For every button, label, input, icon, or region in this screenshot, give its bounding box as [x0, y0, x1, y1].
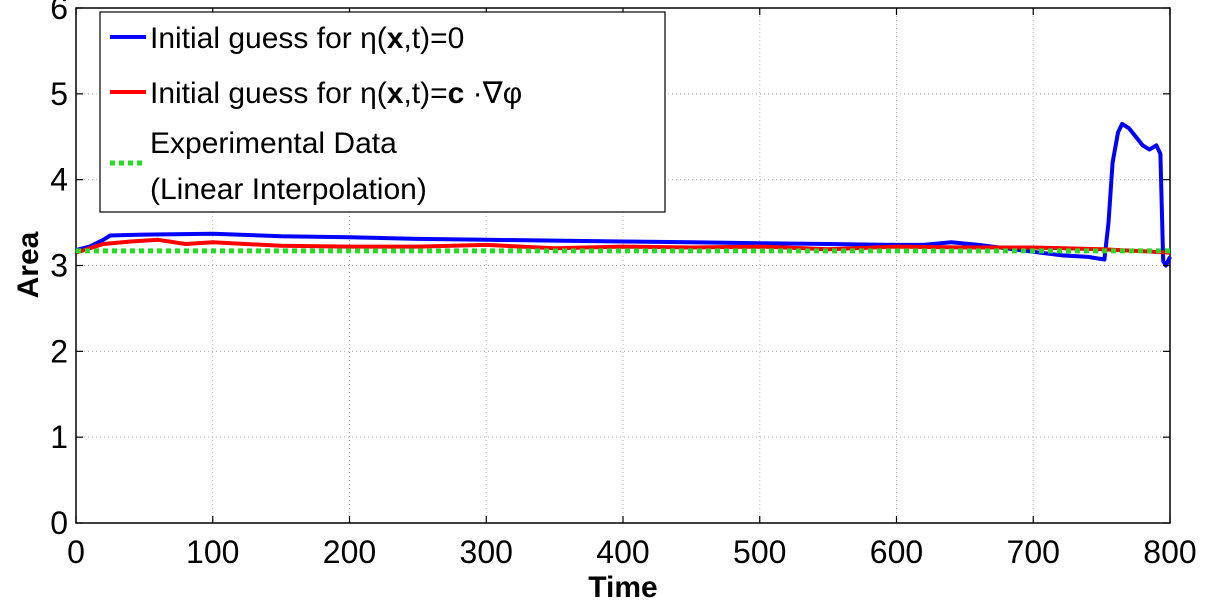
series-1-line [75, 121, 1172, 268]
y-tick-label: 4 [50, 162, 68, 198]
legend-entry-series-2: Initial guess for η(x,t)=c ·∇φ [150, 77, 522, 110]
x-tick-label: 400 [596, 534, 649, 570]
x-tick-label: 0 [67, 534, 85, 570]
series-layer [75, 121, 1172, 268]
legend-box [99, 11, 666, 213]
x-tick-label: 600 [870, 534, 923, 570]
x-axis-label: Time [588, 571, 657, 604]
y-tick-label: 5 [50, 76, 68, 112]
series-2-line [75, 237, 1171, 255]
legend-entry-series-3-line-1: Experimental Data [150, 127, 397, 160]
legend: Initial guess for η(x,t)=0 Initial guess… [99, 11, 666, 213]
x-tick-label: 200 [323, 534, 376, 570]
x-tick-label: 700 [1007, 534, 1060, 570]
y-tick-label: 3 [50, 248, 68, 284]
y-tick-label: 2 [50, 333, 68, 369]
y-axis-label: Area [12, 231, 45, 298]
y-ticks: 0 1 2 3 4 5 6 [50, 0, 1170, 541]
x-tick-label: 100 [186, 534, 239, 570]
x-tick-label: 300 [460, 534, 513, 570]
legend-entry-series-1: Initial guess for η(x,t)=0 [150, 22, 464, 55]
y-tick-label: 1 [50, 419, 68, 455]
x-tick-label: 800 [1143, 534, 1196, 570]
x-ticks: 0 100 200 300 400 500 600 700 800 [67, 8, 1197, 570]
y-tick-label: 6 [50, 0, 68, 26]
y-tick-label: 0 [50, 505, 68, 541]
legend-entry-series-3-line-2: (Linear Interpolation) [150, 173, 427, 206]
x-tick-label: 500 [733, 534, 786, 570]
